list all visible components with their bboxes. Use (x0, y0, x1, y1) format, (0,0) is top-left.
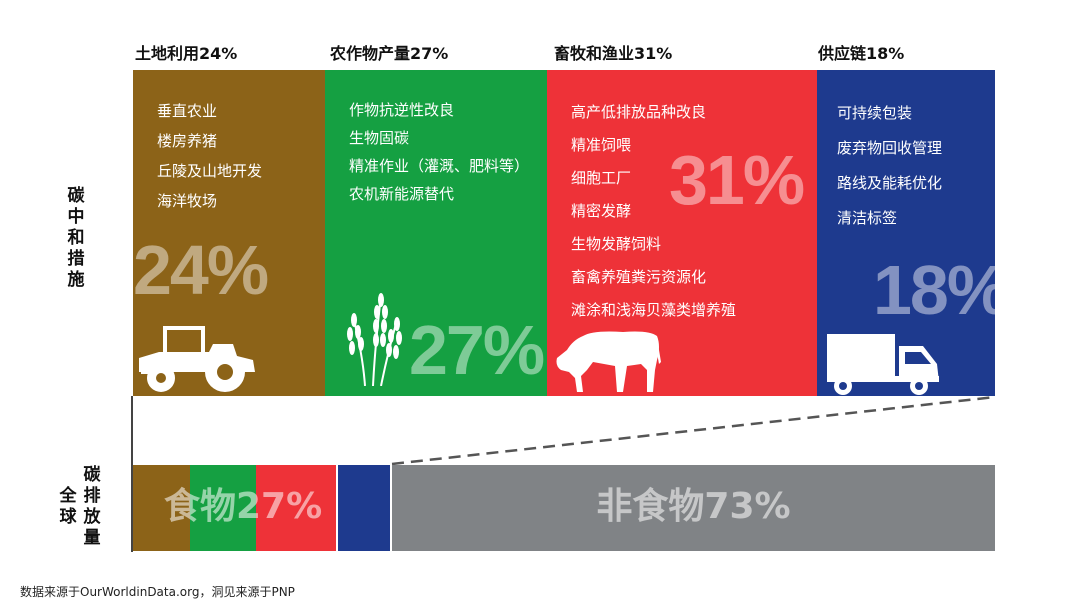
measure-item: 垂直农业 (157, 102, 218, 120)
measure-item: 可持续包装 (837, 104, 913, 122)
tractor-icon (139, 326, 255, 392)
measure-item: 楼房养猪 (157, 132, 218, 150)
big-percentage-land: 24% (133, 231, 269, 309)
measure-item: 高产低排放品种改良 (571, 103, 707, 121)
measure-item: 海洋牧场 (157, 192, 218, 210)
emissions-axis-label-col2: 碳排放量 (83, 465, 101, 548)
nonfood-share-label: 非食物73% (596, 486, 791, 527)
measure-item: 滩涂和浅海贝藻类增养殖 (571, 301, 737, 319)
measure-list-land: 垂直农业 楼房养猪 丘陵及山地开发 海洋牧场 (157, 96, 262, 216)
measures-axis-label: 碳中和措施 (67, 186, 85, 290)
measure-item: 生物发酵饲料 (571, 235, 662, 253)
emissions-axis-label-col1: 全球 (59, 486, 77, 527)
big-percentage-livestock: 31% (669, 141, 805, 219)
sector-title-land: 土地利用24% (135, 44, 238, 63)
sector-panel-supply: 可持续包装 废弃物回收管理 路线及能耗优化 清洁标签 18% (817, 70, 995, 396)
big-percentage-supply: 18% (873, 251, 995, 329)
measure-item: 作物抗逆性改良 (349, 101, 455, 119)
sector-title-crop: 农作物产量27% (330, 44, 449, 63)
measure-list-crop: 作物抗逆性改良 生物固碳 精准作业（灌溉、肥料等） 农机新能源替代 (349, 96, 529, 208)
sector-title-livestock: 畜牧和渔业31% (554, 44, 673, 63)
emissions-axis-line (131, 396, 133, 552)
measure-item: 畜禽养殖粪污资源化 (571, 268, 707, 286)
sector-title-supply: 供应链18% (818, 44, 905, 63)
cow-icon (556, 331, 661, 392)
measure-item: 生物固碳 (349, 129, 410, 147)
sector-panel-crop: 作物抗逆性改良 生物固碳 精准作业（灌溉、肥料等） 农机新能源替代 27% (325, 70, 547, 396)
emission-segment-crop (190, 465, 256, 551)
emission-segment-livestock (256, 465, 336, 551)
measure-item: 丘陵及山地开发 (157, 162, 263, 180)
measure-item: 废弃物回收管理 (837, 139, 943, 157)
measure-item: 精准作业（灌溉、肥料等） (349, 157, 530, 175)
emission-segment-supply (338, 465, 390, 551)
sector-panel-land: 垂直农业 楼房养猪 丘陵及山地开发 海洋牧场 24% (133, 70, 325, 396)
wheat-icon (347, 293, 402, 386)
food-share-label: 食物27% (164, 486, 323, 527)
measure-item: 精密发酵 (571, 202, 632, 220)
measure-list-supply: 可持续包装 废弃物回收管理 路线及能耗优化 清洁标签 (837, 96, 942, 236)
emission-segment-land (133, 465, 190, 551)
measure-item: 农机新能源替代 (349, 185, 455, 203)
source-note: 数据来源于OurWorldinData.org，洞见来源于PNP (20, 585, 295, 599)
truck-icon (827, 334, 939, 395)
measure-item: 清洁标签 (837, 209, 898, 227)
sector-panel-livestock: 高产低排放品种改良 精准饲喂 细胞工厂 精密发酵 生物发酵饲料 畜禽养殖粪污资源… (547, 70, 817, 396)
big-percentage-crop: 27% (409, 311, 545, 389)
measure-item: 细胞工厂 (571, 169, 632, 187)
measure-list-livestock: 高产低排放品种改良 精准饲喂 细胞工厂 精密发酵 生物发酵饲料 畜禽养殖粪污资源… (571, 96, 736, 327)
emission-segment-nonfood (392, 465, 995, 551)
measure-item: 精准饲喂 (571, 136, 632, 154)
measure-item: 路线及能耗优化 (837, 174, 943, 192)
